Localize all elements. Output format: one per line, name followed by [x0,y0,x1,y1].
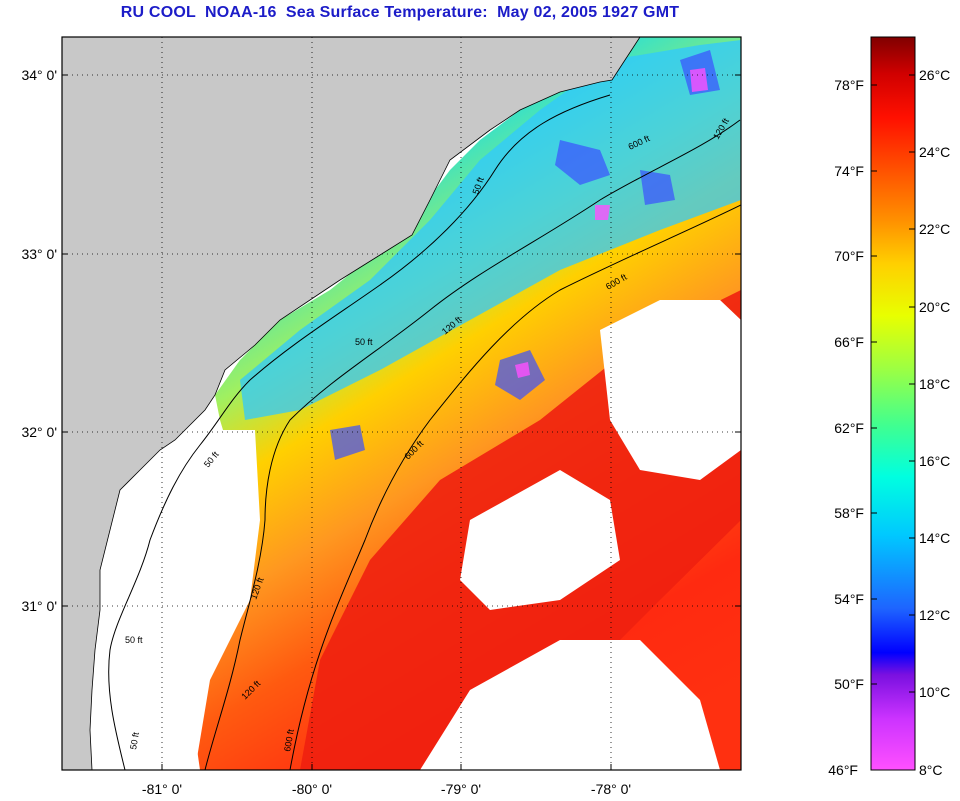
colorbar-fahrenheit-labels: 78°F 74°F 70°F 66°F 62°F 58°F 54°F 50°F … [828,77,864,778]
f-label: 78°F [834,77,864,93]
lon-label-80: -80° 0' [292,781,332,797]
map-frame [61,36,742,771]
f-label: 74°F [834,163,864,179]
c-label: 24°C [919,144,950,160]
contour-600ft [289,204,741,770]
f-label: 54°F [834,591,864,607]
title-datetime: May 02, 2005 1927 GMT [497,4,680,21]
map-title: RU COOL NOAA-16 Sea Surface Temperature:… [0,4,800,22]
c-label: 20°C [919,299,950,315]
c-label: 12°C [919,607,950,623]
contour-label: 50 ft [128,731,141,750]
latitude-labels: 34° 0' 33° 0' 32° 0' 31° 0' [21,67,57,614]
lat-label-34: 34° 0' [21,67,57,83]
map-ticks [62,74,741,770]
lon-label-79: -79° 0' [441,781,481,797]
lon-label-81: -81° 0' [142,781,182,797]
cloud-gap-3 [420,640,720,770]
c-label: 22°C [919,221,950,237]
f-label: 70°F [834,248,864,264]
colorbar-f-ticks [871,84,877,685]
colorbar-c-ticks [909,74,915,693]
c-label: 16°C [919,453,950,469]
title-org: RU COOL [120,4,196,21]
lat-label-31: 31° 0' [21,598,57,614]
title-product: Sea Surface Temperature: [285,4,488,21]
map-layers [62,37,741,770]
c-label: 18°C [919,376,950,392]
colorbar-celsius-labels: 26°C 24°C 22°C 20°C 18°C 16°C 14°C 12°C … [919,67,950,778]
contour-label: 50 ft [355,337,373,347]
colorbar [870,36,916,771]
lat-label-32: 32° 0' [21,424,57,440]
contour-label: 50 ft [125,635,143,645]
f-label: 58°F [834,505,864,521]
f-label: 50°F [834,676,864,692]
c-label: 14°C [919,530,950,546]
lat-label-33: 33° 0' [21,246,57,262]
f-label: 46°F [828,762,858,778]
cool-shelf-band [240,40,741,420]
title-satellite: NOAA-16 [204,4,277,21]
c-label: 10°C [919,684,950,700]
cold-patches [330,50,720,460]
lon-label-78: -78° 0' [591,781,631,797]
f-label: 62°F [834,420,864,436]
f-label: 66°F [834,334,864,350]
cloud-gap-1 [460,470,620,610]
graticule [62,37,741,770]
cloud-gap-2 [600,300,741,480]
land-mass [62,37,641,770]
contour-50ft [108,94,611,770]
c-label: 8°C [919,762,943,778]
contour-120ft [204,119,741,770]
c-label: 26°C [919,67,950,83]
contour-label: 600 ft [282,728,296,752]
longitude-labels: -81° 0' -80° 0' -79° 0' -78° 0' [142,781,631,797]
